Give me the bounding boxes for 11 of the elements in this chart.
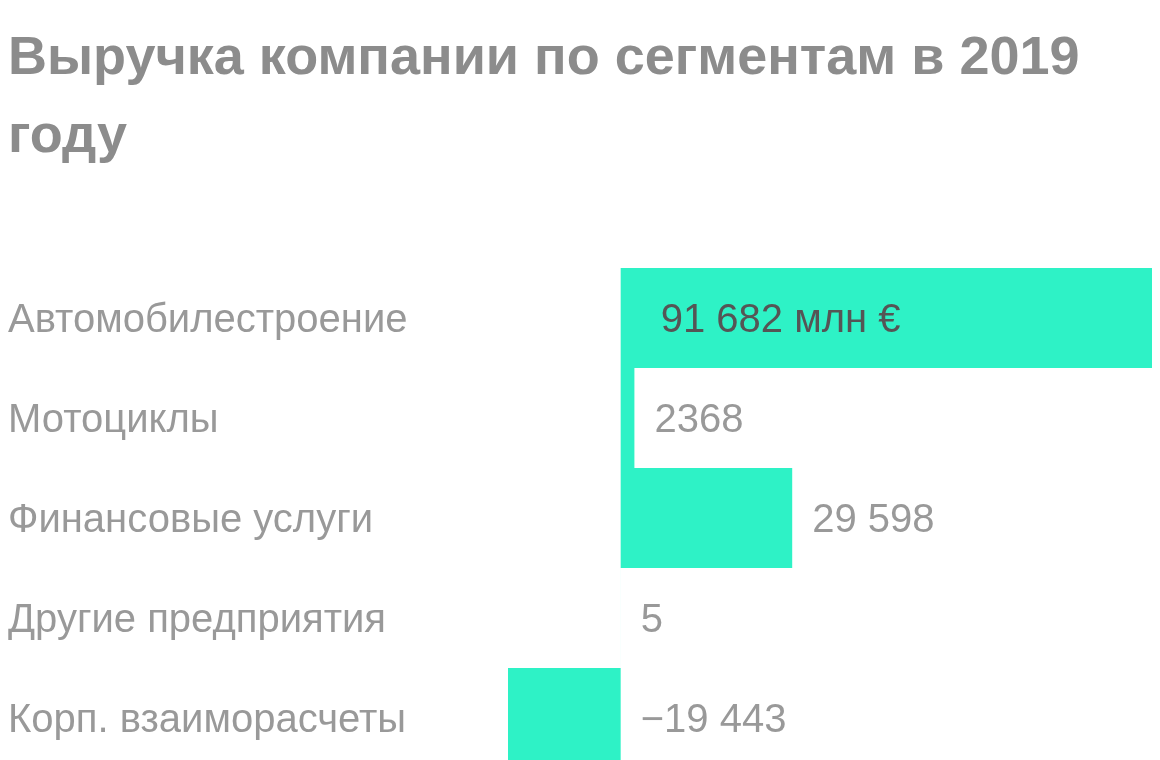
data-label: 29 598 <box>812 496 935 540</box>
y-tick-label: Другие предприятия <box>8 596 387 640</box>
data-label: −19 443 <box>640 696 787 740</box>
y-tick-label: Автомобилестроение <box>8 296 408 340</box>
data-label: 2368 <box>654 396 744 440</box>
y-tick-label: Корп. взаиморасчеты <box>8 696 407 740</box>
chart-title: Выручка компании по сегментам в 2019 году <box>8 24 1081 165</box>
y-tick-label: Мотоциклы <box>8 396 219 440</box>
data-label: 5 <box>640 596 663 640</box>
data-label: 91 682 млн € <box>660 296 901 340</box>
y-tick-label: Финансовые услуги <box>8 496 374 540</box>
